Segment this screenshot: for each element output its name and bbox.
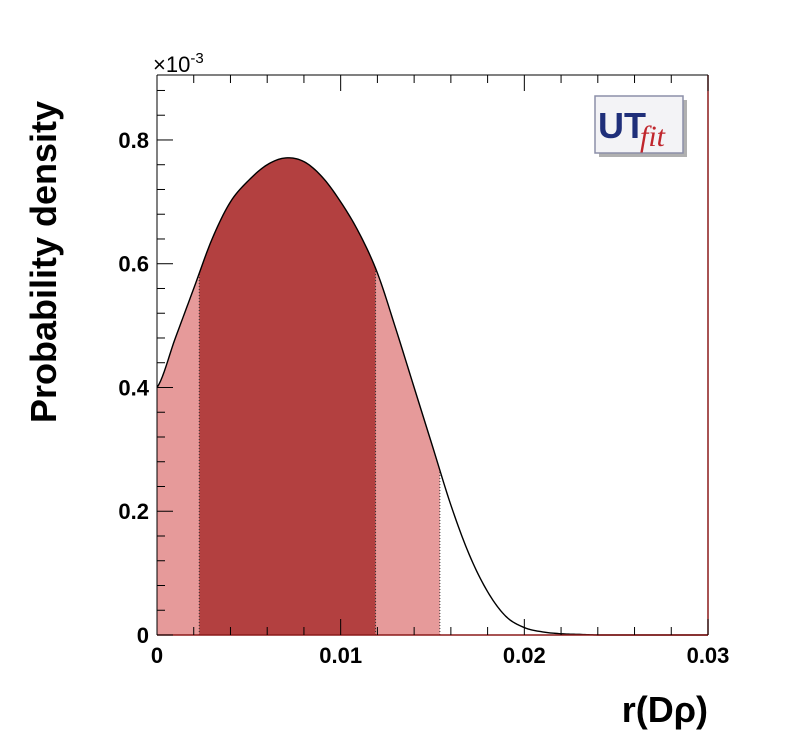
y-multiplier: ×10-3 <box>153 50 204 77</box>
logo-text-main: UT <box>598 105 646 146</box>
interval-band-68 <box>199 157 376 635</box>
x-tick-label: 0.03 <box>687 643 730 668</box>
utfit-logo: UT fit <box>594 95 687 157</box>
x-axis-title: r(Dρ) <box>622 689 708 730</box>
y-tick-label: 0.4 <box>118 375 149 400</box>
y-axis-ticks <box>157 89 173 636</box>
x-tick-label: 0 <box>151 643 163 668</box>
logo-text-sub: fit <box>640 120 666 153</box>
x-axis-ticks <box>156 75 709 635</box>
x-tick-labels: 0 0.01 0.02 0.03 <box>151 643 730 668</box>
y-axis-title: Probability density <box>23 101 64 423</box>
logo-box <box>594 95 684 154</box>
y-tick-label: 0.8 <box>118 128 149 153</box>
y-tick-labels: 0 0.2 0.4 0.6 0.8 <box>118 128 149 648</box>
plot-frame <box>156 74 709 636</box>
x-tick-label: 0.01 <box>319 643 362 668</box>
y-tick-label: 0.6 <box>118 252 149 277</box>
y-tick-label: 0 <box>137 623 149 648</box>
interval-boundaries <box>198 268 441 635</box>
y-tick-label: 0.2 <box>118 499 149 524</box>
x-tick-label: 0.02 <box>503 643 546 668</box>
fills <box>157 157 440 635</box>
